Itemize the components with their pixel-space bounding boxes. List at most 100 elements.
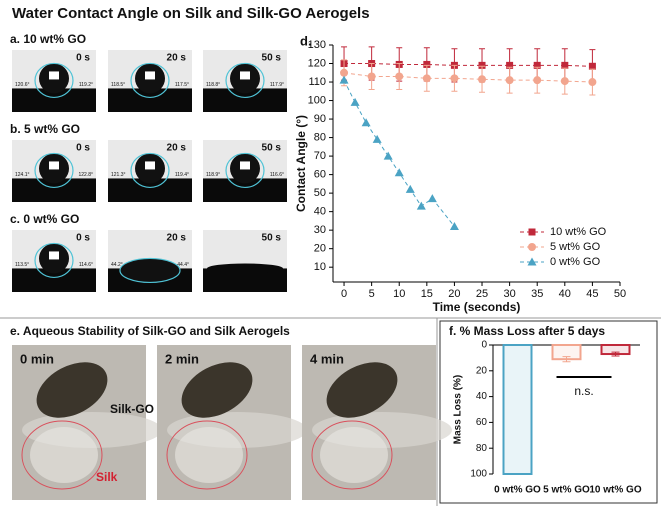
- time-label: 20 s: [167, 233, 187, 244]
- droplet-fit: [34, 242, 74, 279]
- y-tick-label: 20: [314, 243, 326, 255]
- marker: [449, 221, 459, 230]
- marker: [350, 97, 360, 106]
- photo-substrate: [12, 178, 96, 202]
- photo-substrate: [108, 88, 192, 112]
- marker: [367, 72, 376, 81]
- photo-substrate: [203, 88, 287, 112]
- x-tick-label: 50: [614, 288, 626, 300]
- y-tick-label: 40: [476, 391, 488, 402]
- time-label: 0 s: [76, 143, 90, 154]
- annotation: n.s.: [574, 384, 593, 398]
- x-tick-label: 25: [476, 288, 488, 300]
- x-tick-label: 0 wt% GO: [494, 485, 541, 496]
- time-label: 50 s: [262, 233, 282, 244]
- aerogel: [36, 362, 108, 418]
- silk-sample: [175, 427, 243, 483]
- droplet-fit: [130, 62, 170, 99]
- photo-substrate: [12, 268, 96, 292]
- y-tick-label: 10: [314, 261, 326, 273]
- marker: [423, 60, 431, 68]
- figure-title: Water Contact Angle on Silk and Silk-GO …: [12, 5, 370, 22]
- error-bar: [611, 351, 620, 357]
- marker: [588, 62, 596, 70]
- y-tick-label: 120: [308, 57, 326, 69]
- droplet-highlight: [145, 71, 155, 80]
- x-axis-label: Time (seconds): [433, 300, 521, 314]
- bar: [502, 344, 533, 475]
- angle-label: 44.4°: [177, 262, 189, 268]
- marker: [505, 76, 514, 85]
- droplet: [207, 263, 283, 274]
- silk-sample: [320, 427, 388, 483]
- marker: [588, 78, 597, 87]
- sample-label: Silk-GO: [110, 402, 154, 416]
- silk-outline: [21, 420, 103, 490]
- marker: [533, 61, 541, 69]
- marker: [450, 74, 459, 83]
- silk-sample: [30, 427, 98, 483]
- marker: [427, 194, 437, 203]
- x-tick-label: 15: [421, 288, 433, 300]
- droplet-fit: [34, 152, 74, 189]
- y-axis-label: Contact Angle (°): [294, 115, 308, 212]
- legend-label: 0 wt% GO: [550, 256, 601, 268]
- marker: [405, 184, 415, 193]
- x-tick-label: 10: [393, 288, 405, 300]
- time-label: 0 min: [20, 351, 54, 366]
- y-tick-label: 90: [314, 113, 326, 125]
- legend-marker: [527, 257, 537, 266]
- angle-label: 116.6°: [270, 172, 284, 178]
- droplet-highlight: [49, 71, 59, 80]
- marker: [372, 134, 382, 143]
- row-label: b. 5 wt% GO: [10, 122, 80, 136]
- angle-label: 118.9°: [206, 172, 220, 178]
- marker: [422, 74, 431, 83]
- marker: [339, 75, 349, 84]
- marker: [478, 61, 486, 69]
- droplet-fit: [225, 62, 265, 99]
- panel-title: e. Aqueous Stability of Silk-GO and Silk…: [10, 324, 290, 338]
- angle-label: 117.5°: [175, 82, 189, 88]
- photo-substrate: [203, 268, 287, 292]
- marker: [416, 201, 426, 210]
- angle-label: 118.5°: [111, 82, 125, 88]
- angle-label: 124.1°: [15, 172, 30, 178]
- legend-marker: [528, 228, 536, 236]
- marker: [340, 68, 349, 77]
- x-tick-label: 45: [586, 288, 598, 300]
- y-tick-label: 130: [308, 39, 326, 51]
- time-label: 50 s: [262, 53, 282, 64]
- photo-substrate: [12, 88, 96, 112]
- y-tick-label: 50: [314, 187, 326, 199]
- marker: [560, 77, 569, 86]
- y-tick-label: 30: [314, 224, 326, 236]
- droplet-fit: [225, 152, 265, 189]
- photo-substrate: [203, 178, 287, 202]
- y-tick-label: 0: [481, 340, 487, 351]
- photo-substrate: [108, 178, 192, 202]
- x-tick-label: 30: [503, 288, 515, 300]
- angle-label: 113.5°: [15, 262, 29, 268]
- angle-label: 119.2°: [79, 82, 93, 88]
- marker: [395, 72, 404, 81]
- x-tick-label: 35: [531, 288, 543, 300]
- time-label: 20 s: [167, 53, 187, 64]
- angle-label: 118.8°: [206, 82, 220, 88]
- time-label: 0 s: [76, 233, 90, 244]
- silk-outline: [166, 420, 248, 490]
- row-label: c. 0 wt% GO: [10, 212, 79, 226]
- sample-label: Silk: [96, 470, 118, 484]
- droplet-fit: [34, 62, 74, 99]
- y-tick-label: 100: [308, 94, 326, 106]
- panel-frame: [439, 320, 658, 504]
- droplet: [119, 257, 181, 284]
- marker: [478, 75, 487, 84]
- angle-label: 119.4°: [175, 172, 189, 178]
- error-bar: [562, 356, 571, 363]
- angle-label: 114.6°: [79, 262, 93, 268]
- time-label: 2 min: [165, 351, 199, 366]
- aerogel: [181, 362, 253, 418]
- row-label: a. 10 wt% GO: [10, 32, 86, 46]
